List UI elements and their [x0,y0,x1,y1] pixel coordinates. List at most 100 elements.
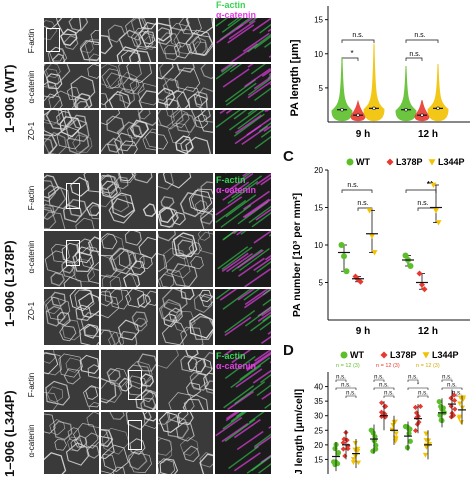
overlay-label-catenin: α-catenin [216,185,256,195]
violin-L378P [415,100,429,120]
y-tick-label: 25 [314,426,323,435]
sig-label: n.s. [379,383,389,389]
legend-marker-WT [347,159,354,166]
sig-bracket [342,190,372,193]
median-point [421,114,424,117]
data-point-L344P [459,420,464,425]
micrograph-tile [158,173,213,229]
micrograph-tile [44,289,99,345]
data-point-WT [441,405,446,410]
data-point-WT [405,445,410,450]
y-tick-label: 35 [314,397,323,406]
violin-L344P [428,64,448,121]
row-label-l378p-factin: F-actin [27,178,37,218]
overlay-label-catenin: α-catenin [216,10,256,20]
panel-b-xlabel-9h: 9 h [356,129,370,140]
data-point-WT [439,418,444,423]
data-point-WT [406,431,411,436]
legend-marker-L378P [387,159,394,166]
merge-overlay-tile [215,110,271,154]
legend-label-L378P: L378P [390,350,417,360]
y-tick-label: 20 [314,441,323,450]
y-tick-label: 5 [319,279,324,288]
data-point-L344P [423,453,428,458]
data-point-WT [339,242,345,248]
overlay-label-factin: F-actin [216,351,246,361]
sig-label: n.s. [384,391,394,397]
data-point-L344P [351,460,356,465]
data-point-L378P [342,453,347,458]
y-tick-label: 10 [314,241,323,250]
legend-marker-L344P [429,159,436,165]
sig-label: n.s. [408,375,418,381]
micrograph-tile [158,412,213,474]
merge-overlay-tile [215,231,271,287]
y-tick-label: 20 [314,166,323,175]
median-point [373,107,376,110]
legend-marker-WT [341,352,348,359]
sig-label: n.s. [346,391,356,397]
overlay-label-catenin: α-catenin [216,361,256,371]
panel-b-xlabel-12h: 12 h [418,129,438,140]
merge-overlay-tile [215,412,271,474]
panel-d-n-label: n = 12 (3) [336,363,360,369]
data-point-L344P [433,208,439,213]
row-label-l378p-zo1: ZO-1 [27,291,37,331]
micrograph-tile [158,110,213,154]
group-label-l344p: 1–906 (L344P) [2,349,18,477]
panel-d-ylabel: J length [μm/cell] [293,389,305,474]
y-tick-label: 40 [314,383,323,392]
legend-label-WT: WT [350,350,364,360]
row-label-l344p-catenin: α-catenin [27,421,37,461]
data-point-WT [370,449,375,454]
data-point-L378P [413,428,418,433]
roi-box [66,183,80,209]
data-point-WT [341,253,347,259]
micrograph-tile [101,110,156,154]
legend-marker-L378P [381,352,388,359]
sig-label: n.s. [442,375,452,381]
data-point-WT [344,268,350,274]
micrograph-tile [101,289,156,345]
merge-overlay-tile [215,289,271,345]
roi-box [128,370,142,400]
data-point-L344P [356,461,361,466]
y-tick-label: 15 [314,16,323,25]
data-point-WT [408,439,413,444]
micrograph-tile [101,18,156,62]
micrograph-tile [44,64,99,108]
sig-bracket [342,40,374,43]
group-label-l378p: 1–906 (L378P) [2,199,18,327]
sig-label: n.s. [336,375,346,381]
data-point-WT [408,263,414,269]
sig-label: * [417,383,420,389]
group-label-wt: 1–906 (WT) [2,33,18,133]
median-point [341,108,344,111]
sig-label: n.s. [447,383,457,389]
micrograph-tile [44,350,99,410]
data-point-L378P [418,404,423,409]
legend-label-L344P: L344P [438,157,465,167]
data-point-L344P [353,441,358,446]
panel-b-sig: n.s. [409,51,420,58]
data-point-L378P [379,400,384,405]
y-tick-label: 30 [314,412,323,421]
micrograph-tile [158,231,213,287]
violin-L378P [351,102,365,121]
data-point-WT [437,399,442,404]
panel-c-sig: n.s. [417,200,428,207]
median-point [405,108,408,111]
panel-b-sig: * [350,49,353,58]
sig-bracket [406,190,436,193]
legend-marker-L344P [423,352,430,358]
panel-c-xlabel-9h: 9 h [356,326,370,337]
data-point-L378P [341,446,346,451]
data-point-L344P [369,234,375,239]
row-label-wt-catenin: α-catenin [27,67,37,107]
panel-c-sig: n.s. [357,200,368,207]
row-label-wt-zo1: ZO-1 [27,111,37,151]
